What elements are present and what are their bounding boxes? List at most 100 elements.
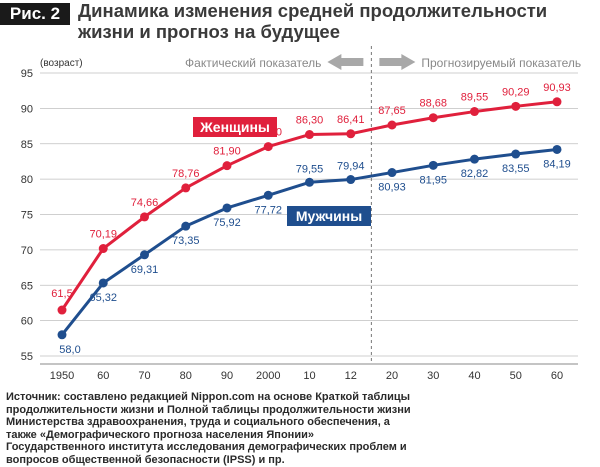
- data-label-women: 90,93: [543, 82, 571, 94]
- legend-box-women: [193, 117, 277, 137]
- chart-title-line2: жизни и прогноз на будущее: [78, 21, 340, 42]
- data-point-men: [222, 203, 232, 213]
- forecast-period-label: Прогнозируемый показатель: [421, 56, 581, 70]
- data-point-men: [98, 278, 108, 288]
- x-tick-label: 10: [303, 370, 315, 382]
- data-label-men: 73,35: [172, 235, 200, 247]
- data-label-women: 86,41: [337, 114, 365, 126]
- data-label-women: 90,29: [502, 86, 530, 98]
- data-point-men: [428, 160, 438, 170]
- data-label-men: 80,93: [378, 182, 406, 194]
- data-point-women: [98, 244, 108, 254]
- data-point-women: [387, 120, 397, 130]
- source-line-4: также «Демографического прогноза населен…: [6, 428, 314, 441]
- data-label-women: 88,68: [419, 98, 447, 110]
- data-label-women: 70,19: [89, 229, 117, 241]
- x-tick-label: 60: [97, 370, 109, 382]
- source-note: Источник: составлено редакцией Nippon.co…: [6, 391, 596, 467]
- data-label-women: 74,66: [131, 197, 159, 209]
- data-label-men: 65,32: [89, 292, 117, 304]
- data-label-women: 87,65: [378, 105, 406, 117]
- x-tick-label: 30: [427, 370, 439, 382]
- source-line-6: вопросов общественной безопасности (IPSS…: [6, 453, 285, 466]
- x-tick-label: 70: [138, 370, 150, 382]
- legend-box-men: [287, 206, 371, 226]
- data-point-men: [470, 154, 479, 164]
- data-point-men: [552, 144, 562, 154]
- axis-layer: 55 60 65 70 75 80 85 90 95 (возраст) 1950 60 70 80 90 2…: [21, 58, 578, 382]
- data-label-women: 89,55: [461, 92, 489, 104]
- data-point-women: [305, 130, 314, 140]
- data-point-men: [140, 250, 149, 260]
- source-line-3: Министерства здравоохранения, труда и со…: [6, 416, 390, 429]
- data-label-men: 79,55: [296, 163, 324, 175]
- data-label-women: 81,90: [213, 146, 241, 158]
- actual-period-label: Фактический показатель: [185, 56, 321, 70]
- data-label-men: 82,82: [461, 168, 489, 180]
- data-point-women: [181, 183, 191, 193]
- data-label-women: 61,5: [51, 288, 72, 300]
- data-point-women: [140, 212, 149, 222]
- x-tick-label: 1950: [50, 370, 74, 382]
- data-label-women: 78,76: [172, 168, 200, 180]
- y-tick-label: 95: [21, 68, 33, 80]
- data-label-men: 83,55: [502, 163, 530, 175]
- y-axis-label: (возраст): [40, 58, 83, 69]
- right-arrow-icon: [379, 54, 416, 70]
- x-tick-label: 12: [345, 370, 357, 382]
- data-label-men: 58,0: [59, 344, 80, 356]
- y-tick-label: 90: [21, 103, 33, 115]
- legend-label-men: Мужчины: [296, 208, 362, 224]
- data-label-men: 81,95: [419, 174, 447, 186]
- y-tick-label: 55: [21, 351, 33, 363]
- data-label-men: 79,94: [337, 161, 365, 173]
- source-line-2: продолжительности жизни и Полной таблицы…: [6, 403, 411, 416]
- y-tick-label: 85: [21, 139, 33, 151]
- data-point-men: [263, 190, 273, 200]
- legend-label-women: Женщины: [199, 119, 270, 135]
- label-layer: 61,570,1974,6678,7681,9084,6086,3086,418…: [51, 82, 570, 356]
- data-point-men: [305, 177, 314, 187]
- data-label-men: 84,19: [543, 158, 571, 170]
- data-point-women: [222, 161, 232, 171]
- x-tick-label: 2000: [256, 370, 280, 382]
- y-tick-label: 60: [21, 316, 33, 328]
- source-line-5: Государственного института исследования …: [6, 441, 407, 454]
- data-point-women: [263, 142, 273, 152]
- data-label-men: 75,92: [213, 217, 241, 229]
- header: Рис. 2 Динамика изменения средней продол…: [0, 0, 600, 46]
- figure-badge: Рис. 2: [0, 3, 70, 25]
- data-point-men: [346, 175, 356, 185]
- x-tick-label: 80: [180, 370, 192, 382]
- left-arrow-icon: [327, 54, 364, 70]
- data-label-men: 77,72: [254, 204, 282, 216]
- data-point-men: [387, 168, 397, 178]
- y-tick-label: 80: [21, 174, 33, 186]
- y-tick-label: 75: [21, 210, 33, 222]
- source-line-1: Источник: составлено редакцией Nippon.co…: [6, 391, 410, 403]
- chart-title-line1: Динамика изменения средней продолжительн…: [78, 0, 548, 21]
- data-point-women: [57, 305, 67, 315]
- data-point-men: [181, 221, 191, 231]
- data-point-men: [511, 149, 521, 159]
- x-tick-label: 50: [510, 370, 522, 382]
- series-layer: [57, 97, 562, 340]
- y-tick-label: 70: [21, 245, 33, 257]
- chart-title: Динамика изменения средней продолжительн…: [78, 0, 593, 42]
- data-point-women: [511, 101, 521, 111]
- data-label-women: 86,30: [296, 115, 324, 127]
- data-point-women: [470, 107, 479, 117]
- x-tick-label: 90: [221, 370, 233, 382]
- x-tick-label: 40: [468, 370, 480, 382]
- data-point-women: [428, 113, 438, 123]
- data-point-men: [57, 330, 67, 340]
- life-expectancy-chart: 55 60 65 70 75 80 85 90 95 (возраст) 1950 60 70 80 90 2…: [21, 46, 581, 382]
- legend-layer: Женщины Мужчины: [193, 117, 371, 226]
- x-tick-label: 60: [551, 370, 563, 382]
- period-layer: Фактический показатель Прогнозируемый пок…: [185, 46, 581, 364]
- data-label-men: 69,31: [131, 264, 159, 276]
- x-tick-label: 20: [386, 370, 398, 382]
- y-tick-label: 65: [21, 280, 33, 292]
- data-point-women: [552, 97, 562, 107]
- data-point-women: [346, 129, 356, 139]
